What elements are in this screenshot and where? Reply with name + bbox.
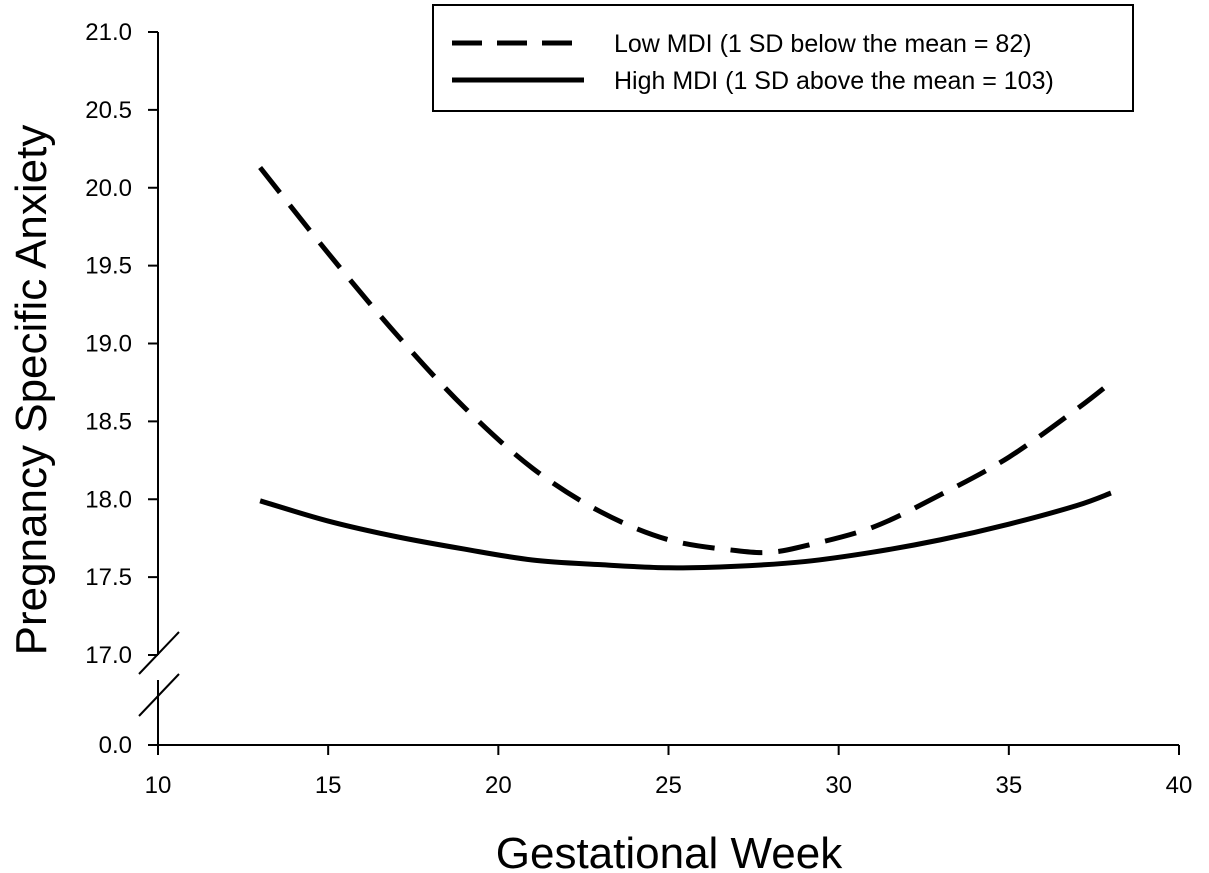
y-tick-label: 0.0 — [99, 732, 132, 759]
x-tick-label: 35 — [995, 772, 1022, 799]
y-axis-title: Pregnancy Specific Anxiety — [7, 125, 56, 656]
x-tick-label: 40 — [1166, 772, 1193, 799]
x-tick-label: 15 — [315, 772, 342, 799]
x-tick-label: 10 — [145, 772, 172, 799]
y-tick-label: 17.0 — [85, 642, 132, 669]
y-tick-label: 21.0 — [85, 19, 132, 46]
x-tick-label: 25 — [655, 772, 682, 799]
axes — [138, 32, 1179, 746]
y-tick-label: 17.5 — [85, 564, 132, 591]
x-tick-label: 30 — [825, 772, 852, 799]
series-layer — [258, 165, 1113, 571]
y-tick-label: 19.5 — [85, 253, 132, 280]
y-tick-label: 19.0 — [85, 331, 132, 358]
y-tick-label: 18.0 — [85, 486, 132, 513]
y-tick-label: 20.5 — [85, 97, 132, 124]
axis-break-mark — [138, 673, 180, 717]
x-tick-label: 20 — [485, 772, 512, 799]
y-tick-label: 18.5 — [85, 408, 132, 435]
legend-label-low-mdi: Low MDI (1 SD below the mean = 82) — [614, 30, 1032, 58]
x-ticks: 10 15 20 25 30 35 40 — [145, 745, 1193, 799]
axis-break-mark — [138, 631, 180, 675]
legend: Low MDI (1 SD below the mean = 82) High … — [432, 4, 1134, 112]
y-tick-label: 20.0 — [85, 175, 132, 202]
series-line-high-mdi — [259, 490, 1112, 571]
series-line-low-mdi — [258, 165, 1113, 556]
legend-box — [432, 4, 1134, 112]
legend-label-high-mdi: High MDI (1 SD above the mean = 103) — [614, 67, 1054, 95]
x-axis-title: Gestational Week — [496, 829, 843, 873]
y-ticks: 0.0 17.0 17.5 18.0 18.5 19.0 19.5 20.0 20.5 21.0 — [85, 19, 158, 759]
